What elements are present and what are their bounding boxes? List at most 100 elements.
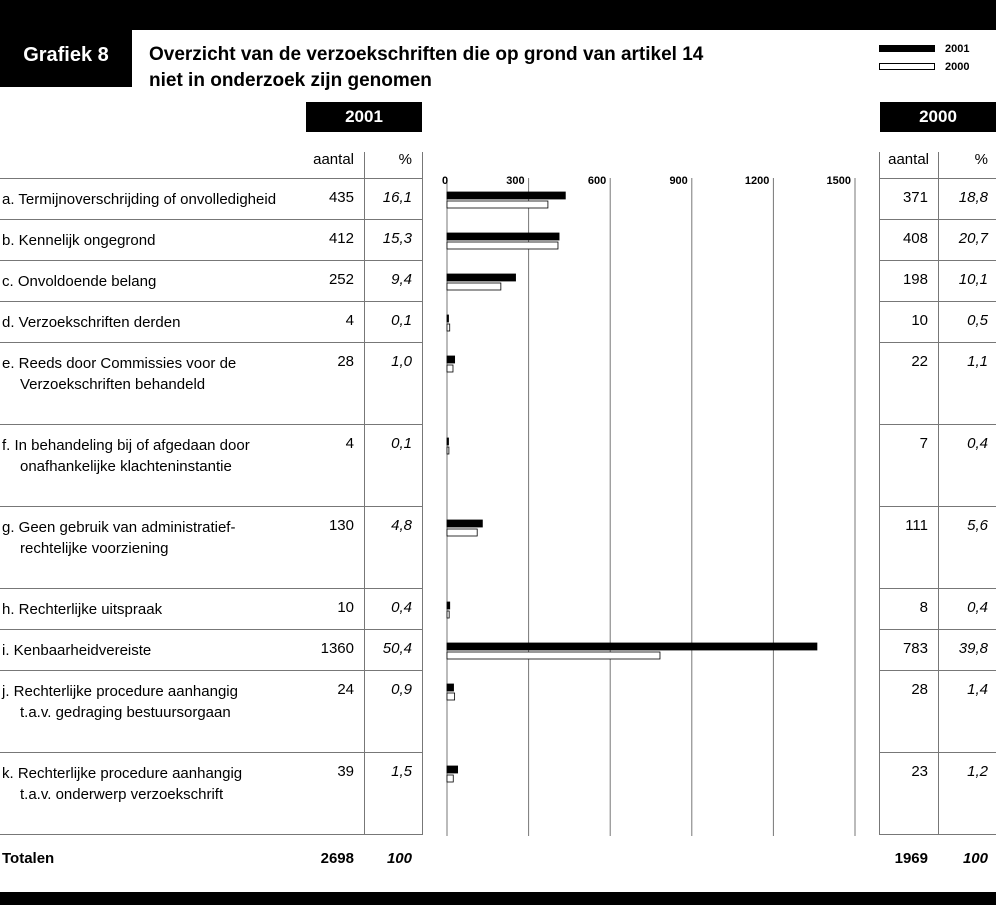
bar-j-2000 [446,692,456,701]
pct-2000: 20,7 [958,230,988,247]
row-separator [0,506,364,507]
legend-label-2000: 2000 [945,61,970,73]
row-separator [879,506,996,507]
pct-2000: 0,4 [967,435,988,452]
col-head-count-2001: aantal [313,151,354,168]
bar-j-2001 [446,683,454,692]
pct-2001: 16,1 [382,189,412,206]
pct-2001: 9,4 [391,271,412,288]
pct-2001: 4,8 [391,517,412,534]
row-label-line: c. Onvoldoende belang [2,273,157,290]
pct-2000: 5,6 [967,517,988,534]
bar-g-2001 [446,519,483,528]
bar-d-2001 [446,314,449,323]
chart-title: Overzicht van de verzoekschriften die op… [149,42,849,94]
count-2000: 8 [919,599,928,616]
col-head-count-2000: aantal [888,151,929,168]
row-label: g. Geen gebruik van administratief-recht… [2,517,302,559]
pct-2000: 1,1 [967,353,988,370]
bar-i-2000 [446,651,661,660]
row-separator [0,219,364,220]
count-2001: 412 [328,230,354,247]
row-label: j. Rechterlijke procedure aanhangig t.a.v… [2,681,302,723]
pct-2000: 0,5 [967,312,988,329]
vline-chart-left [422,152,423,835]
x-tick-label: 0 [442,175,448,187]
bar-i-2001 [446,642,818,651]
bar-d-2000 [446,323,451,332]
count-2001: 435 [328,189,354,206]
row-separator [364,506,422,507]
count-2001: 130 [328,517,354,534]
year-box-2001: 2001 [306,102,422,132]
row-separator [364,342,422,343]
row-separator [0,752,364,753]
row-separator [879,752,996,753]
count-2001: 28 [337,353,354,370]
row-separator [879,301,996,302]
row-label: c. Onvoldoende belang [2,271,302,292]
row-label: e. Reeds door Commissies voor de Verzoeks… [2,353,302,395]
top-bar [0,0,996,30]
row-separator [364,629,422,630]
totals-label: Totalen [2,850,55,867]
row-separator [879,629,996,630]
row-separator [364,178,422,179]
row-label-line: h. Rechterlijke uitspraak [2,601,163,618]
totals-count-2000: 1969 [894,850,928,867]
legend: 2001 2000 [879,43,996,74]
row-label: f. In behandeling bij of afgedaan door on… [2,435,302,477]
row-separator [364,752,422,753]
col-head-pct-2000: % [974,151,988,168]
row-label-line: g. Geen gebruik van administratief- [2,519,236,536]
row-label-line: t.a.v. gedraging bestuursorgaan [20,704,231,721]
row-label-line: b. Kennelijk ongegrond [2,232,156,249]
row-label-line: d. Verzoekschriften derden [2,314,181,331]
vline-2000-left [879,152,880,835]
bar-a-2001 [446,191,566,200]
totals-count-2001: 2698 [320,850,354,867]
row-separator [0,834,364,835]
pct-2001: 1,0 [391,353,412,370]
row-label: i. Kenbaarheidvereiste [2,640,302,661]
title-line-2: niet in onderzoek zijn genomen [149,70,432,91]
legend-label-2001: 2001 [945,43,970,55]
bar-chart: 0 300 600 900 1200 1500 [442,175,856,836]
row-separator [0,260,364,261]
year-box-2000: 2000 [880,102,996,132]
bar-b-2001 [446,232,560,241]
bar-k-2000 [446,774,454,783]
bar-k-2001 [446,765,459,774]
row-separator [879,342,996,343]
row-separator [879,178,996,179]
pct-2001: 15,3 [382,230,412,247]
pct-2000: 0,4 [967,599,988,616]
figure-label: Grafiek 8 [0,0,132,87]
totals-pct-2000: 100 [962,850,988,867]
row-separator [0,178,364,179]
count-2000: 10 [911,312,928,329]
count-2001: 1360 [320,640,354,657]
x-tick-label: 1500 [827,175,851,187]
count-2001: 24 [337,681,354,698]
count-2000: 23 [911,763,928,780]
vline-2000-pct [938,152,939,835]
count-2000: 28 [911,681,928,698]
count-2001: 252 [328,271,354,288]
count-2000: 408 [902,230,928,247]
row-label: b. Kennelijk ongegrond [2,230,302,251]
row-label-line: i. Kenbaarheidvereiste [2,642,152,659]
bar-e-2001 [446,355,456,364]
row-separator [879,670,996,671]
row-separator [879,424,996,425]
row-separator [0,342,364,343]
bar-f-2001 [446,437,449,446]
row-separator [0,301,364,302]
col-head-pct-2001: % [398,151,412,168]
count-2000: 7 [919,435,928,452]
row-label: k. Rechterlijke procedure aanhangig t.a.v… [2,763,302,805]
row-label-line: Verzoekschriften behandeld [20,376,206,393]
row-separator [364,424,422,425]
title-line-1: Overzicht van de verzoekschriften die op… [149,44,704,65]
count-2001: 10 [337,599,354,616]
